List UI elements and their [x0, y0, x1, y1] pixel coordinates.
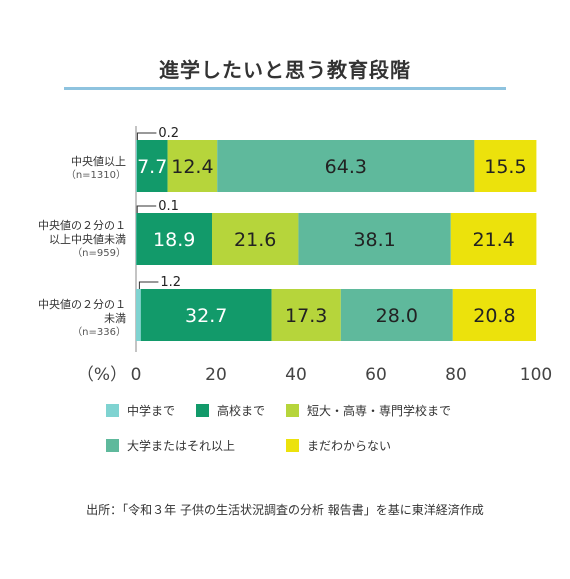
legend-swatch-3 [106, 439, 119, 452]
bar-seg-r0-s4 [474, 140, 537, 192]
row-label-2-line-1: 未満 [104, 312, 126, 325]
legend-label-2: 短大・高専・専門学校まで [307, 404, 452, 418]
legend-label-0: 中学まで [127, 404, 176, 418]
x-tick-label-3: 60 [365, 365, 387, 385]
leader-line-r2 [138, 281, 159, 289]
row-label-0-n: （n=1310） [65, 170, 126, 181]
bar-seg-r1-s1 [136, 213, 212, 265]
legend-swatch-0 [106, 404, 119, 417]
row-label-1: 中央値の２分の１ 以上中央値未満 （n=959） [0, 219, 126, 261]
x-tick-label-5: 100 [520, 365, 552, 385]
bar-seg-r2-s1 [140, 289, 272, 341]
legend-label-3: 大学またはそれ以上 [127, 439, 236, 453]
row-label-1-line-0: 中央値の２分の１ [38, 219, 126, 232]
data-label-r2-s1: 32.7 [185, 305, 227, 327]
data-label-r1-s4: 21.4 [472, 229, 514, 251]
legend-label-4: まだわからない [307, 439, 392, 453]
data-label-r0-s3: 64.3 [325, 156, 367, 178]
data-label-r0-s0: 0.2 [158, 126, 179, 141]
legend-item-4: まだわからない [286, 437, 391, 454]
row-label-2: 中央値の２分の１ 未満 （n=336） [0, 298, 126, 340]
bar-seg-r2-s2 [271, 289, 341, 341]
data-label-r2-s4: 20.8 [473, 305, 515, 327]
data-label-r1-s2: 21.6 [234, 229, 276, 251]
x-tick-label-0: 0 [131, 365, 142, 385]
bar-seg-r1-s4 [450, 213, 537, 265]
stacked-bar-chart: 0 20 40 60 80 100 （%） 0.2 7.7 12.4 64.3 15.5 0.1 18.9… [77, 126, 552, 385]
row-label-1-line-1: 以上中央値未満 [49, 233, 126, 246]
data-label-r1-s3: 38.1 [353, 229, 395, 251]
source-note: 出所：「令和３年 子供の生活状況調査の分析 報告書」を基に東洋経済作成 [86, 503, 484, 517]
x-axis-unit: （%） [77, 365, 127, 385]
row-label-0: 中央値以上 （n=1310） [0, 155, 126, 183]
legend-label-1: 高校まで [217, 404, 266, 418]
data-label-r2-s0: 1.2 [160, 275, 181, 290]
legend-item-1: 高校まで [196, 402, 265, 419]
legend-swatch-4 [286, 439, 299, 452]
title-underline [64, 87, 506, 90]
bar-seg-r0-s1 [136, 140, 168, 192]
bar-seg-r2-s3 [340, 289, 453, 341]
legend-swatch-1 [196, 404, 209, 417]
row-label-2-line-0: 中央値の２分の１ [38, 298, 126, 311]
bar-seg-r0-s2 [167, 140, 218, 192]
chart-title: 進学したいと思う教育段階 [159, 58, 411, 82]
bar-seg-r1-s3 [298, 213, 451, 265]
data-label-r1-s0: 0.1 [158, 199, 179, 214]
bar-seg-r2-s4 [452, 289, 536, 341]
bar-seg-r1-s2 [212, 213, 299, 265]
x-tick-label-1: 20 [205, 365, 227, 385]
bar-seg-r0-s0 [136, 140, 137, 192]
data-label-r2-s2: 17.3 [285, 305, 327, 327]
data-label-r0-s1: 7.7 [137, 156, 167, 178]
bar-seg-r2-s0 [136, 289, 141, 341]
bar-seg-r1-s0 [136, 213, 137, 265]
legend-item-3: 大学またはそれ以上 [106, 437, 235, 454]
row-label-2-n: （n=336） [72, 327, 126, 338]
data-label-r0-s4: 15.5 [484, 156, 526, 178]
row-label-0-line-0: 中央値以上 [71, 155, 126, 168]
data-label-r2-s3: 28.0 [376, 305, 418, 327]
legend-swatch-2 [286, 404, 299, 417]
row-label-1-n: （n=959） [72, 248, 126, 259]
data-label-r1-s1: 18.9 [153, 229, 195, 251]
x-tick-label-4: 80 [445, 365, 467, 385]
leader-line-r0 [136, 132, 157, 140]
x-tick-label-2: 40 [285, 365, 307, 385]
data-label-r0-s2: 12.4 [171, 156, 213, 178]
legend-item-0: 中学まで [106, 402, 175, 419]
leader-line-r1 [136, 205, 157, 213]
legend-item-2: 短大・高専・専門学校まで [286, 402, 451, 419]
bar-seg-r0-s3 [217, 140, 475, 192]
